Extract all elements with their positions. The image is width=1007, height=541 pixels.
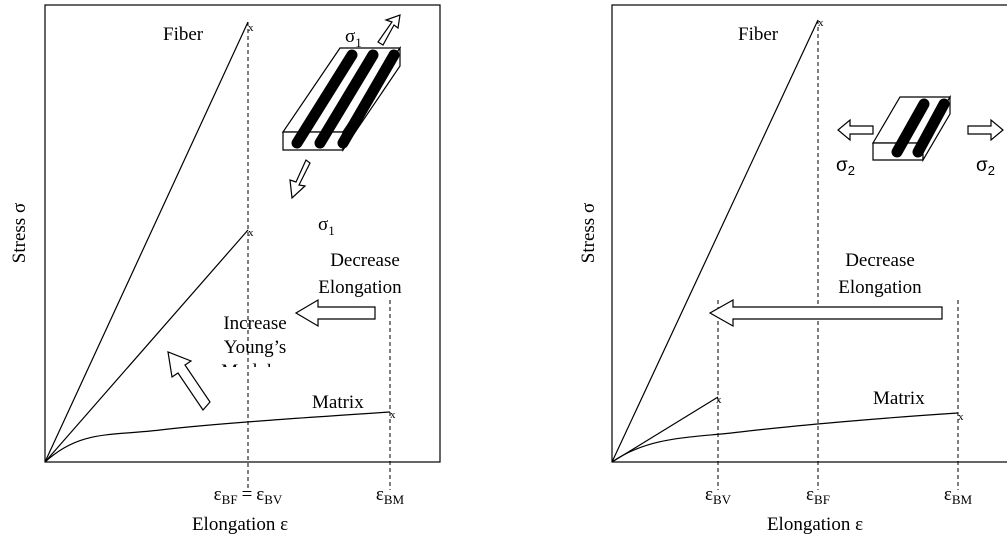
increase-label: Young’s [224,337,287,358]
frame [611,4,1007,463]
text-part: σ [345,26,355,47]
text-part: ε [256,484,264,505]
text-part: σ [976,155,988,176]
x-label: εBM [944,484,973,507]
decrease-label: Decrease [330,250,400,271]
increase-label: Modulus [221,361,289,382]
left-panel: x x x Fiber Matrix Decrease Elongation I… [9,4,441,535]
frame [44,4,441,463]
composite-line [611,396,719,463]
text-part: ε [806,484,814,505]
text-part: ε [214,484,222,505]
arrow [708,298,943,328]
fiber-label: Fiber [738,24,779,45]
break-mark: x [958,411,964,423]
text-part: 2 [988,163,995,178]
x-label: εBM [376,484,405,507]
x-axis-title: Elongation ε [192,514,288,535]
text-part: BV [264,492,283,507]
x-axis-title: Elongation ε [767,514,863,535]
decrease-label: Decrease [845,250,915,271]
decrease-label: Elongation [838,277,922,298]
break-mark: x [716,394,722,406]
x-label: εBF [806,484,830,507]
text-part: BV [713,492,732,507]
sigma-label: σ2 [836,155,855,178]
fiber-line [44,21,249,463]
fiber-line [611,19,819,463]
increase-label: Increase [223,313,286,334]
composite-line [44,229,249,463]
text-part: 1 [328,223,335,238]
x-label: εBF = εBV [214,484,283,507]
text-part: BM [384,492,405,507]
break-mark: x [390,409,396,421]
text-part: σ [318,214,328,235]
matrix-curve [44,411,391,463]
break-mark: x [248,227,254,239]
text-part: ε [705,484,713,505]
y-axis-title: Stress σ [578,203,599,263]
text-part: 1 [355,35,362,50]
text-part: ε [376,484,384,505]
text-part: 2 [848,163,855,178]
arrow [294,298,376,328]
text-part: BF [814,492,830,507]
right-panel: x x x Fiber Matrix Decrease Elongation σ… [578,4,1007,535]
text-part: σ [836,155,848,176]
y-axis-title: Stress σ [9,203,30,263]
break-mark: x [248,22,254,34]
sigma-label: σ2 [976,155,995,178]
sigma-label: σ1 [318,214,335,238]
text-part: BM [952,492,973,507]
sigma-label: σ1 [345,26,362,50]
arrow [167,351,211,411]
text-part: BF [222,492,238,507]
text-part: = [242,484,253,505]
decrease-label: Elongation [318,277,402,298]
text-part: ε [944,484,952,505]
fiber-label: Fiber [163,24,204,45]
matrix-curve [611,412,959,463]
x-label: εBV [705,484,732,507]
matrix-label: Matrix [873,388,925,409]
fiber-inset [281,14,402,200]
matrix-label: Matrix [312,392,364,413]
break-mark: x [818,17,824,29]
fiber-inset [837,94,1004,163]
